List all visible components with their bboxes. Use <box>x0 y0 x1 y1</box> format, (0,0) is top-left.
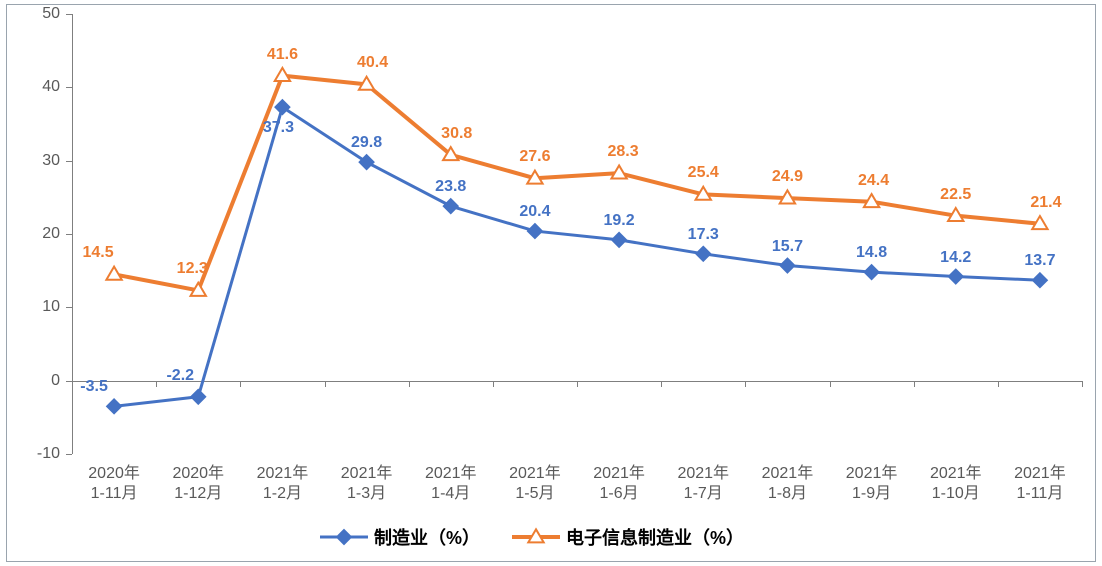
x-tick <box>745 381 746 387</box>
x-tick <box>493 381 494 387</box>
y-tick-label: 50 <box>0 5 60 23</box>
y-tick <box>66 87 72 88</box>
x-tick-label: 2020年1-11月 <box>88 464 140 504</box>
x-tick-label: 2021年1-11月 <box>1014 464 1066 504</box>
x-tick <box>409 381 410 387</box>
x-tick <box>661 381 662 387</box>
legend-marker-manufacturing <box>320 527 368 547</box>
y-tick-label: 0 <box>0 372 60 390</box>
x-tick-label: 2021年1-10月 <box>930 464 982 504</box>
x-tick-label: 2021年1-9月 <box>846 464 898 504</box>
legend-item-electronics: 电子信息制造业（%） <box>512 524 744 550</box>
y-tick-label: 20 <box>0 225 60 243</box>
x-tick <box>240 381 241 387</box>
x-tick-label: 2020年1-12月 <box>172 464 224 504</box>
legend-label-electronics: 电子信息制造业（%） <box>566 524 744 550</box>
x-tick-label: 2021年1-6月 <box>593 464 645 504</box>
x-tick-label: 2021年1-4月 <box>425 464 477 504</box>
y-tick <box>66 234 72 235</box>
x-tick-label: 2021年1-5月 <box>509 464 561 504</box>
y-tick-label: -10 <box>0 445 60 463</box>
x-tick <box>577 381 578 387</box>
y-tick-label: 30 <box>0 152 60 170</box>
legend-label-manufacturing: 制造业（%） <box>374 524 480 550</box>
x-tick <box>998 381 999 387</box>
y-tick-label: 10 <box>0 298 60 316</box>
y-tick-label: 40 <box>0 78 60 96</box>
legend-marker-electronics <box>512 527 560 547</box>
line-chart: -10 0 10 20 30 40 50 2020年1-11月 2020年1-12月 2021年1… <box>0 0 1102 566</box>
y-axis-line <box>72 14 73 454</box>
x-tick-label: 2021年1-7月 <box>677 464 729 504</box>
x-tick-label: 2021年1-3月 <box>341 464 393 504</box>
x-tick-label: 2021年1-8月 <box>762 464 814 504</box>
y-tick <box>66 454 72 455</box>
x-tick <box>830 381 831 387</box>
y-tick <box>66 161 72 162</box>
x-tick <box>1082 381 1083 387</box>
x-tick <box>156 381 157 387</box>
y-tick <box>66 14 72 15</box>
y-tick <box>66 307 72 308</box>
x-tick <box>325 381 326 387</box>
legend: 制造业（%） 电子信息制造业（%） <box>320 524 744 550</box>
x-tick <box>914 381 915 387</box>
x-tick <box>72 381 73 387</box>
legend-item-manufacturing: 制造业（%） <box>320 524 480 550</box>
x-tick-label: 2021年1-2月 <box>257 464 309 504</box>
